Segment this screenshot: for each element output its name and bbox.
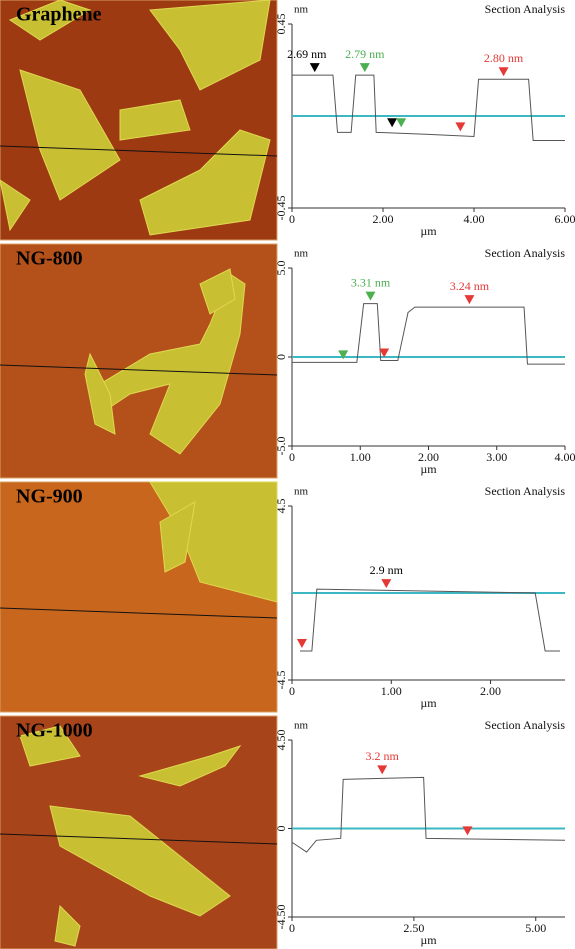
y-tick-label: 0 [274, 826, 288, 832]
x-tick-label: 5.00 [525, 921, 546, 935]
image-label: NG-1000 [16, 720, 93, 742]
chart-title: Section Analysis [485, 484, 566, 498]
chart-title: Section Analysis [485, 2, 566, 16]
y-unit: nm [294, 4, 309, 16]
y-tick-label: 4.5 [274, 499, 288, 514]
x-tick-label: 1.00 [381, 684, 402, 698]
marker-label: 3.2 nm [366, 749, 400, 763]
x-tick-label: 1.00 [350, 450, 371, 464]
x-tick-label: 2.50 [403, 921, 424, 935]
y-tick-label: -4.50 [274, 905, 288, 930]
image-label: NG-900 [16, 486, 83, 508]
panel: NG-900 Section Analysis nm µm 0 1.00 2.00 -4.5 4… [0, 482, 565, 712]
marker-label: 3.31 nm [351, 275, 391, 289]
image-label: NG-800 [16, 248, 83, 270]
y-tick-label: -0.45 [274, 196, 288, 221]
y-tick-label: -4.5 [274, 671, 288, 690]
x-axis-label: µm [420, 933, 437, 947]
y-tick-label: -5.0 [274, 437, 288, 456]
x-tick-label: 6.00 [555, 212, 575, 226]
y-tick-label: 4.50 [274, 730, 288, 751]
y-unit: nm [294, 486, 309, 498]
marker-label: 3.24 nm [450, 279, 490, 293]
y-unit: nm [294, 720, 309, 732]
y-tick-label: 5.0 [274, 261, 288, 276]
x-tick-label: 3.00 [486, 450, 507, 464]
y-unit: nm [294, 248, 309, 260]
x-tick-label: 0 [289, 684, 295, 698]
chart-title: Section Analysis [485, 246, 566, 260]
x-tick-label: 2.00 [480, 684, 501, 698]
marker-label: 2.69 nm [287, 47, 327, 61]
marker-label: 2.9 nm [370, 563, 404, 577]
figure: Graphene Section Analysis nm µm 0 2.00 4.00 6.0… [0, 0, 575, 949]
x-tick-label: 4.00 [464, 212, 485, 226]
x-tick-label: 0 [289, 212, 295, 226]
chart-title: Section Analysis [485, 718, 566, 732]
x-axis-label: µm [420, 696, 437, 710]
x-axis-label: µm [420, 224, 437, 238]
y-tick-label: 0.45 [274, 14, 288, 35]
x-tick-label: 0 [289, 450, 295, 464]
y-tick-label: 0 [274, 354, 288, 360]
x-tick-label: 4.00 [555, 450, 575, 464]
panel: Graphene Section Analysis nm µm 0 2.00 4.00 6.0… [0, 0, 575, 240]
panel: NG-800 Section Analysis nm µm 0 1.00 2.00 3.00 4… [0, 244, 575, 478]
x-tick-label: 2.00 [373, 212, 394, 226]
x-tick-label: 0 [289, 921, 295, 935]
image-label: Graphene [16, 4, 102, 26]
panel: NG-1000 Section Analysis nm µm 0 2.50 5.00 -4.5… [0, 716, 565, 949]
x-axis-label: µm [420, 462, 437, 476]
marker-label: 2.80 nm [484, 51, 524, 65]
marker-label: 2.79 nm [345, 47, 385, 61]
x-tick-label: 2.00 [418, 450, 439, 464]
